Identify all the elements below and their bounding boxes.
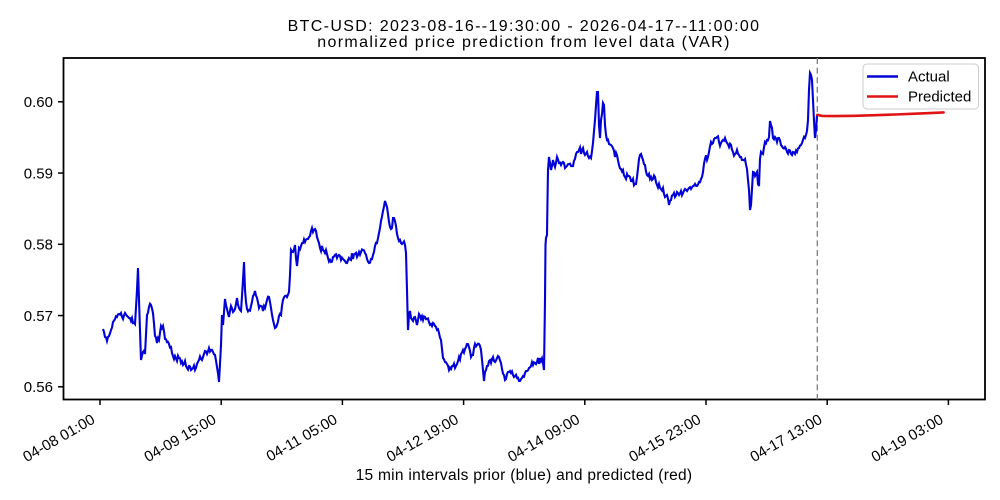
- svg-text:BTC-USD: 2023-08-16--19:30:00: BTC-USD: 2023-08-16--19:30:00 - 2026-04-…: [288, 18, 761, 35]
- svg-text:0.56: 0.56: [24, 379, 53, 396]
- svg-text:0.59: 0.59: [24, 165, 53, 182]
- svg-text:Actual: Actual: [908, 69, 950, 86]
- svg-text:15 min intervals prior (blue): 15 min intervals prior (blue) and predic…: [356, 467, 693, 484]
- svg-text:normalized price prediction fr: normalized price prediction from level d…: [317, 34, 731, 51]
- svg-text:0.58: 0.58: [24, 237, 53, 254]
- svg-text:Predicted: Predicted: [908, 89, 971, 106]
- svg-text:0.60: 0.60: [24, 94, 53, 111]
- svg-text:0.57: 0.57: [24, 308, 53, 325]
